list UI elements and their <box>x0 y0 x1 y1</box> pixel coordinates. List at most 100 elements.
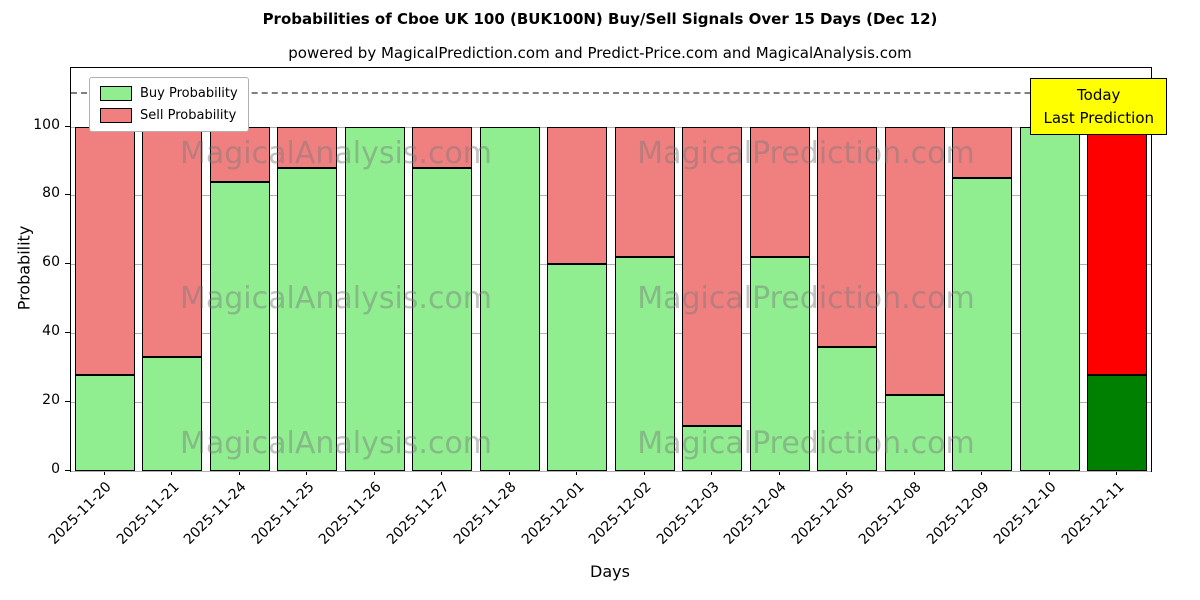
legend: Buy Probability Sell Probability <box>89 77 249 132</box>
x-tick-label: 2025-12-10 <box>991 479 1061 548</box>
bar-buy-segment <box>682 426 743 471</box>
bar-buy-segment <box>547 264 608 471</box>
y-tick-mark <box>65 401 70 403</box>
x-tick-mark <box>238 471 240 475</box>
sell-legend-label: Sell Probability <box>140 108 237 123</box>
bar-sell-segment <box>884 126 945 396</box>
bar-sell-segment <box>547 126 608 265</box>
x-tick-mark <box>576 471 578 475</box>
x-tick-label: 2025-12-01 <box>518 479 588 548</box>
bar-buy-segment <box>277 167 338 471</box>
x-tick-mark <box>913 471 915 475</box>
bar-buy-segment <box>1019 126 1080 471</box>
bar-sell-segment <box>682 126 743 427</box>
bar-buy-segment <box>209 181 270 471</box>
y-tick-mark <box>65 263 70 265</box>
x-tick-mark <box>171 471 173 475</box>
watermark-text: MagicalAnalysis.com <box>179 281 493 316</box>
x-axis-label: Days <box>590 562 630 581</box>
gridline <box>71 126 1151 128</box>
dashed-threshold-line <box>71 92 1151 95</box>
bar-buy-segment <box>1087 374 1148 471</box>
bar-sell-segment <box>142 126 203 358</box>
bar-sell-segment <box>952 126 1013 179</box>
y-tick-mark <box>65 470 70 471</box>
x-tick-mark <box>441 471 443 475</box>
x-tick-label: 2025-11-20 <box>46 479 116 548</box>
x-tick-label: 2025-11-24 <box>181 479 251 548</box>
y-tick-label: 40 <box>42 323 60 340</box>
gridline <box>71 264 1151 266</box>
plot-area: Buy Probability Sell Probability Magical… <box>70 67 1152 472</box>
x-tick-label: 2025-12-09 <box>923 479 993 548</box>
bar-sell-segment <box>74 126 135 375</box>
gridline <box>71 195 1151 197</box>
x-tick-label: 2025-12-08 <box>856 479 926 548</box>
x-tick-mark <box>711 471 713 475</box>
x-tick-mark <box>373 471 375 475</box>
bar-sell-segment <box>277 126 338 168</box>
x-tick-mark <box>1116 471 1118 475</box>
x-tick-label: 2025-11-26 <box>316 479 386 548</box>
y-tick-mark <box>65 194 70 196</box>
y-tick-mark <box>65 125 70 127</box>
bar-buy-segment <box>344 126 405 471</box>
x-tick-label: 2025-11-28 <box>451 479 521 548</box>
buy-legend-swatch <box>100 86 132 101</box>
x-tick-label: 2025-11-21 <box>113 479 183 548</box>
chart-subtitle: powered by MagicalPrediction.com and Pre… <box>288 44 912 62</box>
x-tick-label: 2025-12-04 <box>721 479 791 548</box>
x-tick-mark <box>306 471 308 475</box>
bar-buy-segment <box>884 395 945 471</box>
y-tick-mark <box>65 332 70 334</box>
y-tick-label: 100 <box>33 116 60 133</box>
x-tick-mark <box>981 471 983 475</box>
today-annotation: Today Last Prediction <box>1030 78 1167 135</box>
x-tick-label: 2025-12-03 <box>653 479 723 548</box>
watermark-text: MagicalAnalysis.com <box>179 136 493 171</box>
bar-buy-segment <box>817 347 878 471</box>
bar-buy-segment <box>614 257 675 471</box>
x-tick-mark <box>508 471 510 475</box>
x-tick-mark <box>643 471 645 475</box>
bar-buy-segment <box>952 178 1013 471</box>
gridline <box>71 402 1151 404</box>
y-tick-label: 60 <box>42 254 60 271</box>
x-tick-label: 2025-11-25 <box>248 479 318 548</box>
y-tick-label: 80 <box>42 185 60 202</box>
gridline <box>71 471 1151 472</box>
legend-item-sell: Sell Probability <box>100 108 238 123</box>
buy-legend-label: Buy Probability <box>140 86 238 101</box>
x-tick-label: 2025-12-02 <box>586 479 656 548</box>
bar-buy-segment <box>142 357 203 471</box>
watermark-text: MagicalAnalysis.com <box>179 426 493 461</box>
today-annotation-line1: Today <box>1077 86 1121 104</box>
bar-buy-segment <box>74 374 135 471</box>
bar-sell-segment <box>1087 126 1148 375</box>
y-tick-label: 0 <box>51 461 60 477</box>
sell-legend-swatch <box>100 108 132 123</box>
gridline <box>71 333 1151 335</box>
watermark-text: MagicalPrediction.com <box>637 426 975 461</box>
x-tick-label: 2025-11-27 <box>383 479 453 548</box>
chart-title: Probabilities of Cboe UK 100 (BUK100N) B… <box>262 10 938 28</box>
bar-sell-segment <box>817 126 878 347</box>
x-tick-mark <box>846 471 848 475</box>
bar-sell-segment <box>749 126 810 258</box>
y-tick-label: 20 <box>42 392 60 409</box>
watermark-text: MagicalPrediction.com <box>637 136 975 171</box>
bar-sell-segment <box>614 126 675 258</box>
bar-buy-segment <box>412 167 473 471</box>
bar-buy-segment <box>749 257 810 471</box>
x-tick-mark <box>778 471 780 475</box>
x-tick-label: 2025-12-05 <box>788 479 858 548</box>
x-tick-label: 2025-12-11 <box>1058 479 1128 548</box>
legend-item-buy: Buy Probability <box>100 86 238 101</box>
x-tick-mark <box>1048 471 1050 475</box>
bar-buy-segment <box>479 126 540 471</box>
today-annotation-line2: Last Prediction <box>1043 108 1154 127</box>
x-tick-mark <box>103 471 105 475</box>
watermark-text: MagicalPrediction.com <box>637 281 975 316</box>
bar-sell-segment <box>412 126 473 168</box>
